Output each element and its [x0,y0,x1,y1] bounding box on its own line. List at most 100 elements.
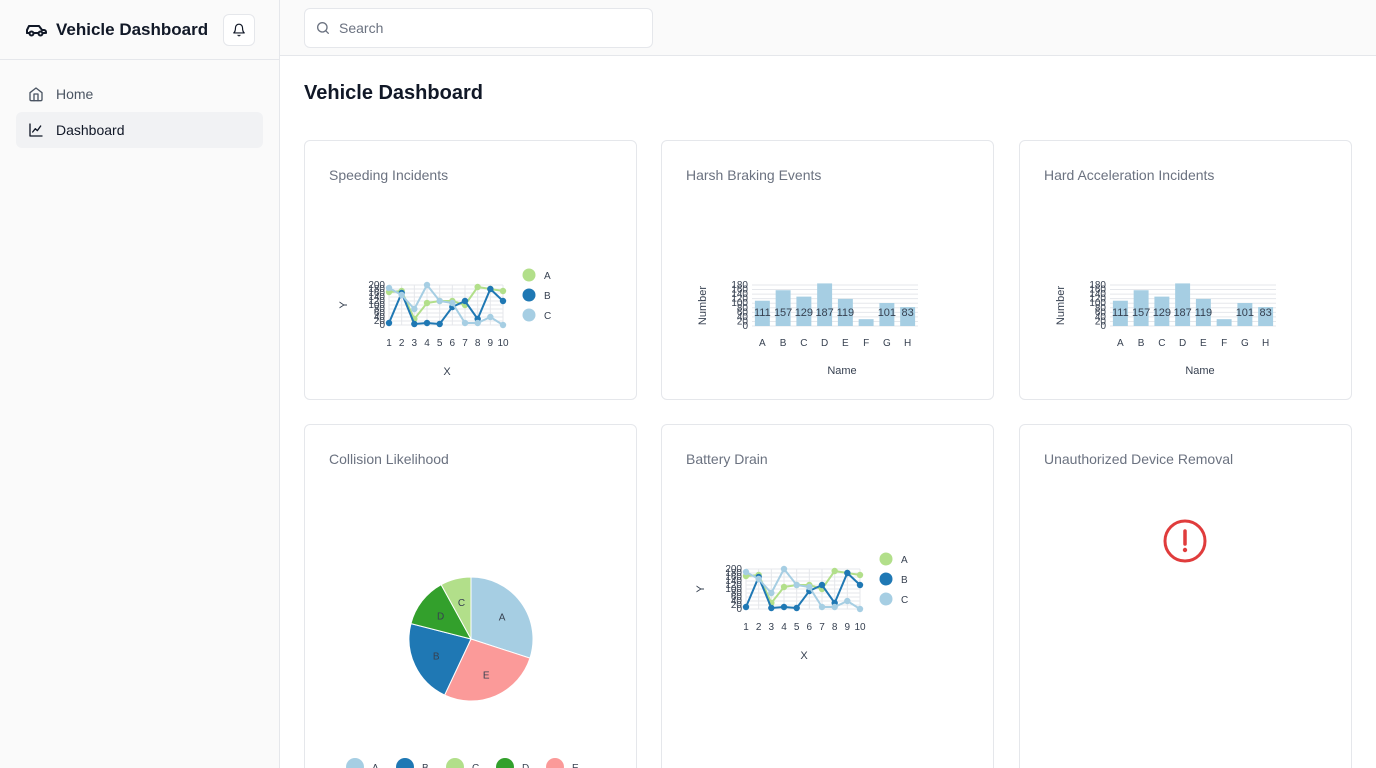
y-tick-label: 0 [379,320,385,331]
pie-slice-label: E [483,670,490,681]
data-point [385,319,393,327]
data-point [780,603,788,611]
y-tick-label: 0 [1100,321,1106,332]
x-tick-label: 10 [854,622,866,633]
legend-label: C [544,311,551,322]
data-point [411,305,418,313]
legend-marker-A [346,758,364,768]
data-point [423,299,431,307]
data-point [449,299,456,307]
sidebar-item-home[interactable]: Home [16,76,263,112]
data-point [474,283,481,291]
bar-F [858,319,874,326]
x-tick-label: G [1241,338,1249,349]
pie-slice-label: C [458,598,465,609]
bar-data-label: 111 [754,307,771,319]
data-point [423,319,431,327]
legend-label: E [572,763,579,768]
home-icon [29,87,43,102]
search-input[interactable] [339,20,639,36]
bar-data-label: 187 [1173,307,1191,319]
data-point [856,571,864,579]
x-tick-label: 1 [743,622,749,633]
data-point [499,287,507,295]
x-tick-label: H [1262,338,1269,349]
data-point [385,284,393,292]
y-tick-label: 40 [731,596,743,607]
x-tick-label: 6 [450,338,456,349]
x-tick-label: D [821,338,828,349]
search-box[interactable] [304,8,653,48]
x-axis-label: X [800,650,808,662]
card-title: Battery Drain [686,451,768,467]
data-point [793,581,800,589]
data-point [742,568,750,576]
data-point [499,297,507,305]
card-harsh-braking: Harsh Braking Events 0 20 40 60 80 100 120 140 1… [661,140,994,400]
pie-slice-label: A [499,612,506,623]
bar-data-label: 101 [1236,307,1254,319]
y-axis-label: Number [697,286,709,325]
bell-icon [233,23,245,36]
pie-slice-B [408,622,472,696]
y-tick-label: 120 [731,294,748,305]
bar-C [1154,296,1170,326]
y-tick-label: 20 [374,316,386,327]
alert-circle-icon [1163,519,1207,563]
legend-marker-B [396,758,414,768]
legend-label: B [422,763,429,768]
pie-slice-A [470,576,534,659]
legend-label: B [544,291,551,302]
card-title: Speeding Incidents [329,167,449,183]
data-point [831,567,838,575]
y-tick-label: 160 [725,572,742,583]
card-title: Hard Acceleration Incidents [1044,167,1215,183]
y-tick-label: 60 [374,308,386,319]
x-tick-label: 8 [832,622,838,633]
bar-G [1237,302,1253,326]
card-unauthorized-device-removal: Unauthorized Device Removal [1019,424,1352,768]
bar-data-label: 187 [815,307,833,319]
sidebar-item-dashboard[interactable]: Dashboard [16,112,263,148]
pie-slice-C [440,576,472,640]
data-point [844,597,851,605]
x-tick-label: 10 [497,338,509,349]
top-bar [280,0,1376,56]
data-point [487,313,494,321]
y-tick-label: 140 [725,576,742,587]
legend-label: C [472,763,479,768]
y-tick-label: 60 [737,307,749,318]
car-icon [26,24,47,36]
y-tick-label: 60 [731,592,743,603]
bar-F [1216,319,1232,326]
data-point [768,604,775,612]
bar-B [775,290,791,326]
y-tick-label: 160 [368,288,385,299]
x-tick-label: 3 [769,622,775,633]
data-point [742,603,750,611]
x-tick-label: 2 [399,338,405,349]
y-tick-label: 20 [731,600,743,611]
data-point [780,565,788,573]
x-tick-label: E [842,338,849,349]
data-point [461,319,469,327]
card-title: Unauthorized Device Removal [1044,451,1234,467]
bar-C [796,296,812,326]
notifications-button[interactable] [223,13,255,46]
card-hard-acceleration: Hard Acceleration Incidents 0 20 40 60 80 100… [1019,140,1352,400]
bar-data-label: 83 [1260,307,1272,319]
collision-pie-chart: A E B D C A B C D E [346,576,579,768]
data-point [844,569,851,577]
legend-marker-B [522,288,536,302]
legend-label: A [544,271,551,282]
bar-data-label: 157 [1132,307,1150,319]
sidebar-item-label: Home [56,86,94,102]
x-tick-label: H [904,338,911,349]
search-icon [317,22,329,34]
bar-E [837,298,853,326]
legend-marker-C [879,592,893,606]
x-tick-label: 1 [386,338,392,349]
legend-marker-E [546,758,564,768]
x-tick-label: D [1179,338,1186,349]
